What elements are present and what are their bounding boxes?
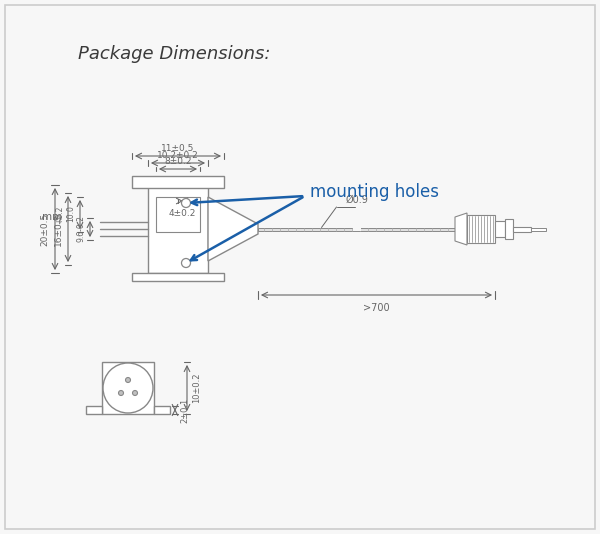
Bar <box>132 176 224 188</box>
Polygon shape <box>208 197 258 261</box>
Bar <box>154 406 170 414</box>
Text: 9.6-0.2: 9.6-0.2 <box>76 216 85 242</box>
Circle shape <box>182 199 191 208</box>
Bar <box>148 185 208 273</box>
Text: +0.2
10.0: +0.2 10.0 <box>56 205 75 224</box>
Bar <box>86 406 102 414</box>
Circle shape <box>182 258 191 268</box>
Bar <box>353 227 361 231</box>
Text: mounting holes: mounting holes <box>310 183 439 201</box>
Text: Package Dimensions:: Package Dimensions: <box>78 45 271 63</box>
Text: 2±0.1: 2±0.1 <box>180 397 189 422</box>
Text: 8±0.2: 8±0.2 <box>164 157 192 166</box>
Circle shape <box>119 390 124 396</box>
Text: Ø0.9: Ø0.9 <box>345 195 368 205</box>
Text: 11±0.5: 11±0.5 <box>161 144 194 153</box>
Text: 20±0.5: 20±0.5 <box>40 213 49 246</box>
Bar <box>258 227 455 231</box>
Bar <box>467 215 495 243</box>
Bar <box>531 227 546 231</box>
Text: 10.2±0.2: 10.2±0.2 <box>157 151 199 160</box>
Text: 10±0.2: 10±0.2 <box>192 373 201 403</box>
Bar <box>513 226 531 232</box>
Text: 4±0.2: 4±0.2 <box>169 209 196 218</box>
Bar <box>102 362 154 414</box>
Circle shape <box>133 390 137 396</box>
Text: mm: mm <box>42 212 62 222</box>
Text: 16±0.5: 16±0.5 <box>54 213 63 246</box>
Circle shape <box>125 378 131 382</box>
Bar <box>495 221 505 237</box>
Bar <box>132 273 224 281</box>
Circle shape <box>103 363 153 413</box>
Text: >700: >700 <box>363 303 390 313</box>
Polygon shape <box>455 213 467 245</box>
Bar <box>156 197 200 232</box>
Bar <box>505 219 513 239</box>
